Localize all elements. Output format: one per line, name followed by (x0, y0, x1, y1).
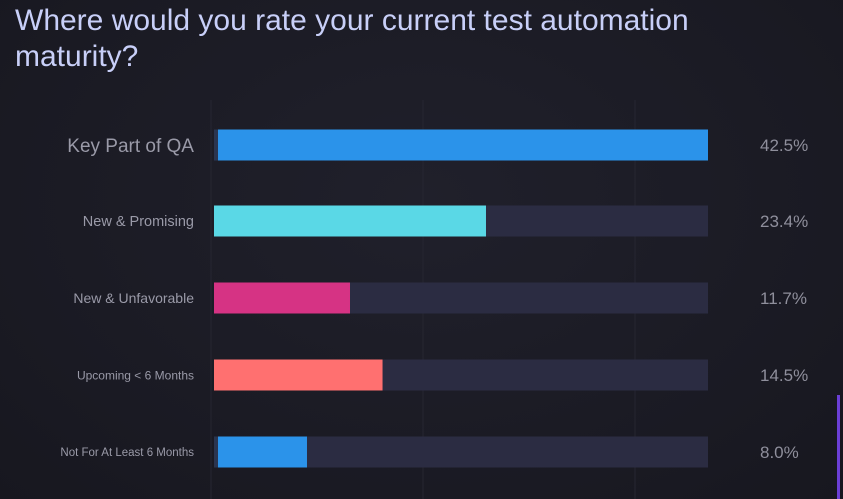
bar-notch-1 (214, 129, 218, 161)
scroll-accent-bar (837, 395, 840, 499)
chart-title: Where would you rate your current test a… (15, 4, 689, 73)
value-label-4: 14.5% (760, 366, 808, 385)
bar-1 (218, 129, 708, 161)
bar-5 (218, 436, 307, 468)
category-label-4: Upcoming < 6 Months (77, 368, 194, 382)
category-label-5: Not For At Least 6 Months (60, 447, 194, 459)
value-label-2: 23.4% (760, 212, 808, 231)
value-label-3: 11.7% (760, 289, 807, 308)
category-label-1: Key Part of QA (67, 136, 194, 157)
category-label-3: New & Unfavorable (73, 290, 194, 306)
bar-3 (214, 282, 350, 314)
category-label-2: New & Promising (83, 214, 194, 230)
bar-notch-5 (214, 436, 218, 468)
value-label-1: 42.5% (760, 136, 808, 155)
bar-2 (214, 205, 486, 237)
bar-4 (214, 359, 383, 391)
value-label-5: 8.0% (760, 443, 799, 462)
